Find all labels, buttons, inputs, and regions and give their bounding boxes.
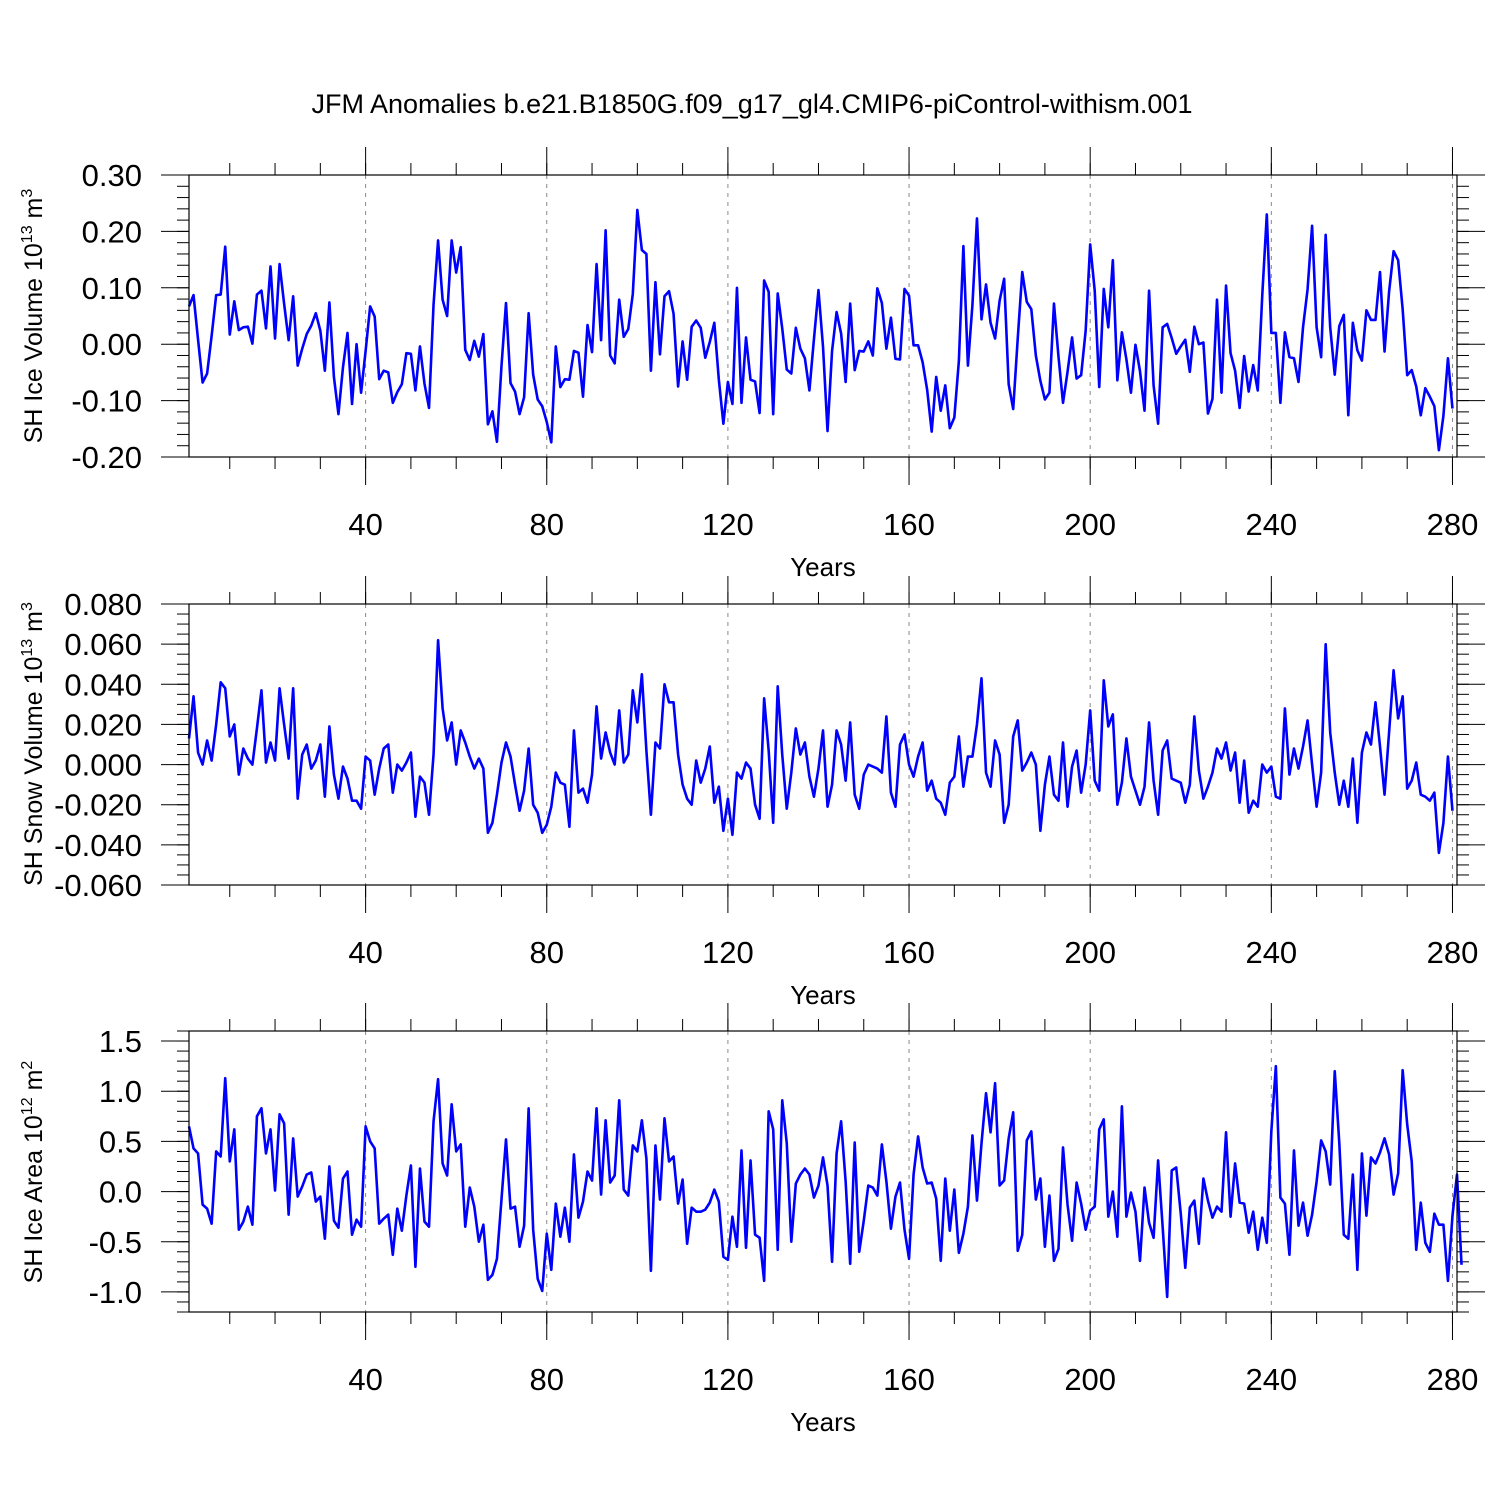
- x-tick-label: 120: [702, 935, 754, 970]
- y-tick-label: 0.040: [64, 667, 142, 702]
- panel-1: -0.20 -0.10 0.00 0.10 0.20 0.30 40 80 120 160 200 2…: [19, 147, 1485, 582]
- y-tick-label: 0.20: [82, 214, 142, 249]
- x-tick-label: 160: [883, 1362, 935, 1397]
- x-tick-label: 120: [702, 1362, 754, 1397]
- plot-frame: [188, 174, 1458, 458]
- y-axis-title: SH Snow Volume 1013 m3: [19, 602, 48, 886]
- x-tick-label: 240: [1245, 1362, 1297, 1397]
- plot-frame: [188, 1030, 1458, 1313]
- x-tick-label: 160: [883, 935, 935, 970]
- x-tick-label: 280: [1427, 507, 1479, 542]
- x-tick-label: 160: [883, 507, 935, 542]
- x-tick-label: 240: [1245, 935, 1297, 970]
- x-axis-title: Years: [790, 552, 856, 582]
- chart-panels: -0.20 -0.10 0.00 0.10 0.20 0.30 40 80 120 160 200 2…: [19, 147, 1485, 1437]
- y-tick-label: 0.00: [82, 327, 142, 362]
- chart-title: JFM Anomalies b.e21.B1850G.f09_g17_gl4.C…: [312, 89, 1193, 119]
- x-tick-label: 200: [1064, 507, 1116, 542]
- y-axis-title: SH Ice Area 1012 m2: [19, 1061, 48, 1284]
- y-axis-title: SH Ice Volume 1013 m3: [19, 189, 48, 444]
- y-tick-label: -0.060: [54, 868, 142, 903]
- y-tick-label: 0.020: [64, 707, 142, 742]
- panel-3: -1.0 -0.5 0.0 0.5 1.0 1.5 40 80 120 160 200 240 280 Y…: [19, 1003, 1485, 1437]
- series-line: [187, 1064, 1463, 1299]
- y-tick-label: 0.080: [64, 587, 142, 622]
- x-tick-label: 40: [348, 935, 382, 970]
- y-tick-label: 1.5: [99, 1024, 142, 1059]
- x-tick-label: 240: [1245, 507, 1297, 542]
- y-tick-label: -0.040: [54, 828, 142, 863]
- x-tick-label: 120: [702, 507, 754, 542]
- x-tick-label: 200: [1064, 1362, 1116, 1397]
- x-axis-title: Years: [790, 1407, 856, 1437]
- x-tick-label: 280: [1427, 1362, 1479, 1397]
- panel-2: -0.060 -0.040 -0.020 0.000 0.020 0.040 0.060 0.…: [19, 576, 1485, 1010]
- x-tick-label: 40: [348, 1362, 382, 1397]
- x-axis-title: Years: [790, 980, 856, 1010]
- y-tick-label: -0.5: [89, 1225, 142, 1260]
- series-line: [187, 208, 1454, 452]
- x-tick-label: 40: [348, 507, 382, 542]
- x-tick-label: 280: [1427, 935, 1479, 970]
- y-tick-label: 0.10: [82, 271, 142, 306]
- y-tick-label: 0.000: [64, 748, 142, 783]
- y-tick-label: -1.0: [89, 1275, 142, 1310]
- x-tick-label: 80: [530, 507, 564, 542]
- y-tick-label: -0.10: [71, 384, 142, 419]
- y-tick-label: 0.0: [99, 1175, 142, 1210]
- y-tick-label: 0.060: [64, 627, 142, 662]
- x-tick-label: 80: [530, 935, 564, 970]
- plot-frame: [188, 603, 1458, 886]
- x-tick-label: 80: [530, 1362, 564, 1397]
- y-tick-label: -0.20: [71, 440, 142, 475]
- x-tick-label: 200: [1064, 935, 1116, 970]
- y-tick-label: 1.0: [99, 1074, 142, 1109]
- y-tick-label: 0.5: [99, 1124, 142, 1159]
- y-tick-label: 0.30: [82, 158, 142, 193]
- y-tick-label: -0.020: [54, 788, 142, 823]
- series-line: [187, 638, 1454, 855]
